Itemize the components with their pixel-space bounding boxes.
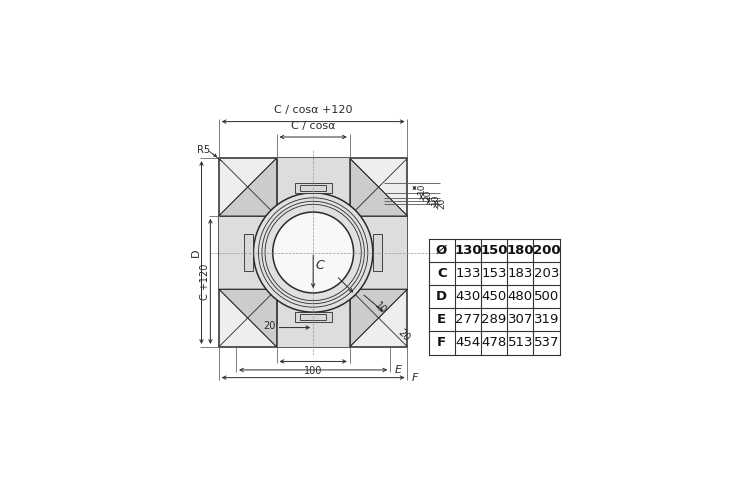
Text: 153: 153 xyxy=(482,267,507,280)
Text: 454: 454 xyxy=(455,336,481,349)
Text: Ø: Ø xyxy=(436,244,447,257)
Text: 200: 200 xyxy=(532,244,560,257)
Text: 20: 20 xyxy=(263,320,276,330)
Polygon shape xyxy=(244,234,254,271)
Polygon shape xyxy=(219,289,277,347)
Text: 130: 130 xyxy=(454,244,482,257)
Text: 20: 20 xyxy=(437,197,446,208)
Text: F: F xyxy=(412,372,419,382)
Polygon shape xyxy=(295,183,332,193)
Text: C: C xyxy=(437,267,446,280)
Text: 10: 10 xyxy=(373,300,388,316)
Polygon shape xyxy=(350,158,407,216)
Text: 307: 307 xyxy=(508,314,533,326)
Text: C / cosα: C / cosα xyxy=(291,121,335,131)
Text: C / cosα +120: C / cosα +120 xyxy=(274,106,352,116)
Text: 450: 450 xyxy=(482,290,507,304)
Text: 478: 478 xyxy=(482,336,507,349)
Text: 203: 203 xyxy=(534,267,560,280)
Text: 180: 180 xyxy=(506,244,534,257)
Polygon shape xyxy=(219,216,407,289)
Text: 100: 100 xyxy=(304,366,322,376)
Text: 430: 430 xyxy=(455,290,481,304)
Text: 150: 150 xyxy=(480,244,508,257)
Polygon shape xyxy=(277,158,350,347)
Text: 289: 289 xyxy=(482,314,507,326)
Text: 20: 20 xyxy=(396,328,412,343)
Text: D: D xyxy=(436,290,447,304)
Circle shape xyxy=(273,212,353,293)
Text: 10: 10 xyxy=(417,182,426,194)
Text: 20: 20 xyxy=(424,190,433,201)
Text: 10: 10 xyxy=(430,194,439,205)
Text: D: D xyxy=(191,248,201,257)
Text: R5: R5 xyxy=(196,144,210,154)
Text: 480: 480 xyxy=(508,290,532,304)
Polygon shape xyxy=(219,158,407,347)
Circle shape xyxy=(254,193,373,312)
Text: 133: 133 xyxy=(455,267,481,280)
Polygon shape xyxy=(373,234,382,271)
Text: E: E xyxy=(394,365,402,375)
Text: C +120: C +120 xyxy=(200,263,210,300)
Polygon shape xyxy=(295,312,332,322)
Text: C: C xyxy=(316,260,325,272)
Text: F: F xyxy=(437,336,446,349)
Text: 500: 500 xyxy=(534,290,559,304)
Text: 537: 537 xyxy=(534,336,560,349)
Text: 319: 319 xyxy=(534,314,560,326)
Polygon shape xyxy=(350,289,407,347)
Text: 183: 183 xyxy=(508,267,533,280)
Polygon shape xyxy=(219,158,277,216)
Text: E: E xyxy=(437,314,446,326)
Text: 277: 277 xyxy=(455,314,481,326)
Text: 513: 513 xyxy=(508,336,533,349)
